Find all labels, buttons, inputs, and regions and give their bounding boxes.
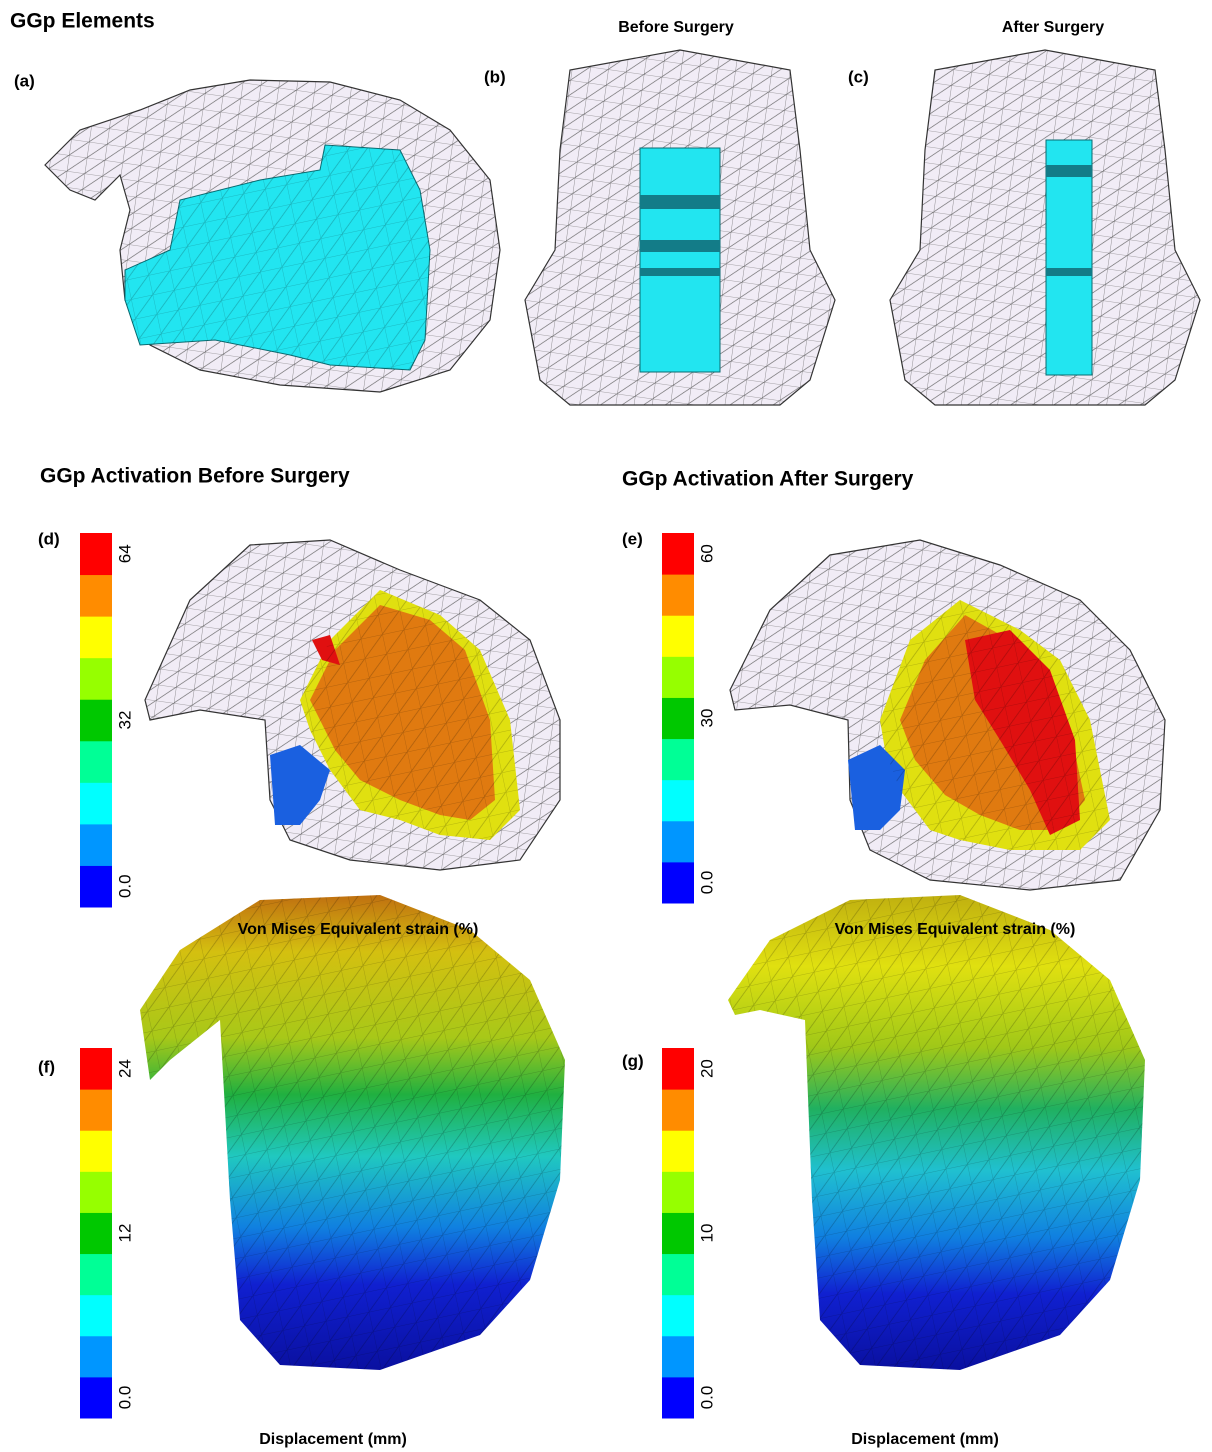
colorbar-bin <box>662 1130 694 1172</box>
colorbar-bin <box>662 861 694 904</box>
colorbar-bin <box>662 779 694 822</box>
caption: Von Mises Equivalent strain (%) <box>835 921 1076 938</box>
mesh-render <box>524 49 836 406</box>
colorbar-bin <box>80 1212 112 1255</box>
colorbar-bin <box>80 1171 112 1213</box>
caption: Displacement (mm) <box>259 1431 407 1448</box>
panel-label: (e) <box>622 529 643 548</box>
colorbar-bin <box>662 1171 694 1213</box>
colorbar-bin <box>80 1294 112 1337</box>
panel-label: (g) <box>622 1051 644 1070</box>
panel-label: (a) <box>14 71 35 90</box>
mesh-render <box>44 79 501 393</box>
mesh-render <box>889 49 1201 406</box>
colorbar-bin <box>80 1130 112 1172</box>
colorbar-tick-label: 24 <box>115 1059 134 1078</box>
colorbar-bin <box>662 1294 694 1337</box>
mesh-render <box>729 539 1166 891</box>
colorbar-bin <box>662 1048 694 1090</box>
caption: Von Mises Equivalent strain (%) <box>238 921 479 938</box>
panel-label: (b) <box>484 67 506 86</box>
colorbar-tick-label: 60 <box>697 544 716 563</box>
colorbar-tick-label: 0.0 <box>115 874 134 898</box>
colorbar-bin <box>662 820 694 863</box>
colorbar-bin <box>662 1253 694 1296</box>
colorbar-bin <box>662 1376 694 1419</box>
panel-label: (d) <box>38 529 60 548</box>
column-title: After Surgery <box>1002 19 1104 36</box>
colorbar-tick-label: 30 <box>697 709 716 728</box>
colorbar-bin <box>662 1335 694 1378</box>
colorbar-tick-label: 0.0 <box>115 1386 134 1410</box>
mesh-render <box>144 539 561 871</box>
column-title: Before Surgery <box>618 19 734 36</box>
colorbar-bin <box>80 699 112 742</box>
colorbar-tick-label: 10 <box>697 1224 716 1243</box>
colorbar-bin <box>662 656 694 698</box>
colorbar-tick-label: 0.0 <box>697 1386 716 1410</box>
panel-label: (c) <box>848 67 869 86</box>
colorbar-tick-label: 32 <box>115 711 134 730</box>
colorbar-bin <box>662 574 694 616</box>
surface-render <box>728 895 1145 1370</box>
colorbar-bin <box>80 533 112 576</box>
caption: Displacement (mm) <box>851 1431 999 1448</box>
colorbar-bin <box>80 616 112 659</box>
panel-label: (f) <box>38 1057 55 1076</box>
colorbar-bin <box>662 1212 694 1255</box>
colorbar-tick-label: 0.0 <box>697 871 716 895</box>
colorbar-bin <box>80 865 112 908</box>
colorbar-tick-label: 64 <box>115 544 134 563</box>
colorbar-bin <box>80 1089 112 1131</box>
colorbar-bin <box>80 574 112 617</box>
colorbar-bin <box>80 782 112 825</box>
colorbar-tick-label: 20 <box>697 1059 716 1078</box>
section-title: GGp Activation After Surgery <box>622 468 914 491</box>
colorbar-bin <box>662 738 694 781</box>
figure-title: GGp Elements <box>10 10 155 33</box>
colorbar-bin <box>80 1048 112 1090</box>
surface-render <box>140 895 565 1370</box>
colorbar-bin <box>80 823 112 866</box>
colorbar-bin <box>662 615 694 657</box>
colorbar-tick-label: 12 <box>115 1224 134 1243</box>
colorbar-bin <box>80 1335 112 1378</box>
colorbar-bin <box>80 1376 112 1419</box>
colorbar-bin <box>80 740 112 783</box>
colorbar-bin <box>80 1253 112 1296</box>
colorbar-bin <box>80 657 112 700</box>
colorbar-bin <box>662 697 694 740</box>
section-title: GGp Activation Before Surgery <box>40 465 350 488</box>
colorbar-bin <box>662 533 694 575</box>
colorbar-bin <box>662 1089 694 1131</box>
